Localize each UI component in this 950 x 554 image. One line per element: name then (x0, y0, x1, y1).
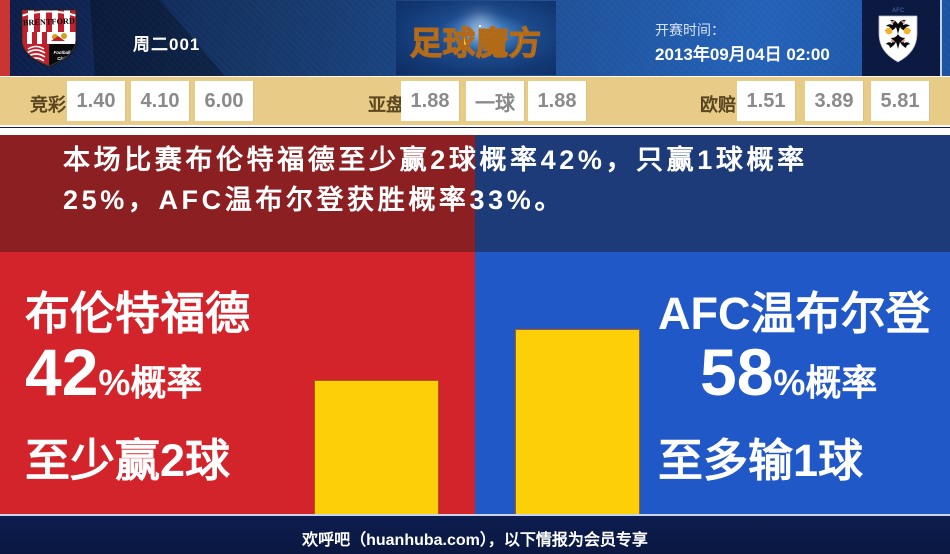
svg-text:Football: Football (54, 50, 72, 55)
svg-text:BRENTFORD: BRENTFORD (23, 17, 75, 28)
svg-text:AFC: AFC (892, 8, 905, 14)
